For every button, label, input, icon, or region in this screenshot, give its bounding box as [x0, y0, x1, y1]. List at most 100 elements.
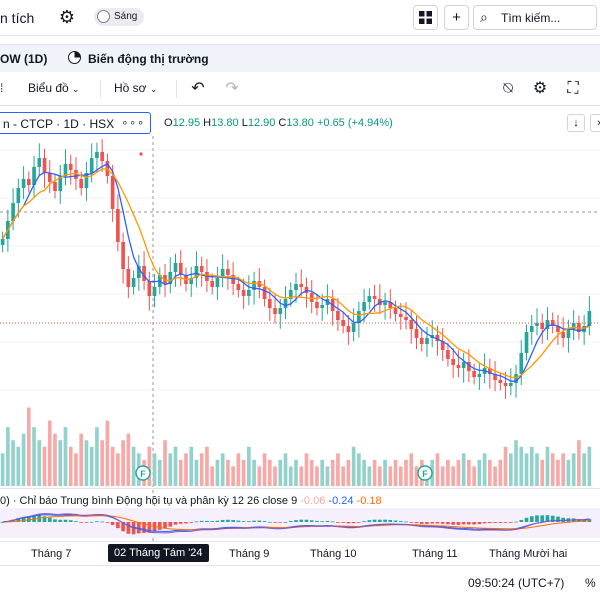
candle-body — [220, 269, 225, 278]
redo-icon[interactable]: ↷ — [225, 80, 239, 97]
layout-grid-button[interactable] — [413, 5, 438, 30]
volume-bar — [299, 466, 304, 486]
profile-dropdown[interactable]: Hồ sơ ⌄ — [114, 81, 157, 95]
volume-bar — [346, 459, 351, 486]
chevron-down-icon: ⌄ — [72, 84, 80, 94]
volume-bar — [163, 440, 167, 486]
macd-bar — [577, 519, 581, 522]
macd-legend[interactable]: 0) · Chỉ báo Trung bình Động hội tụ và p… — [0, 495, 382, 507]
candle-body — [477, 374, 482, 377]
fullscreen-icon[interactable]: ⛶ — [567, 80, 579, 97]
candle-body — [0, 239, 5, 245]
profile-label: Hồ sơ — [114, 81, 147, 95]
open-value: 12.95 — [172, 117, 201, 129]
macd-bar — [498, 522, 503, 523]
macd-bar — [398, 521, 403, 522]
tab-chart[interactable]: OW (1D) — [0, 52, 48, 66]
candle-body — [126, 269, 131, 287]
macd-bar — [194, 521, 199, 523]
volume-bar — [210, 466, 215, 486]
tab-market-movement[interactable]: Biến động thị trường — [88, 52, 209, 66]
price-chart[interactable]: F F — [0, 106, 600, 541]
candle-body — [550, 320, 555, 326]
macd-bar — [461, 522, 466, 525]
candle-body — [315, 302, 319, 308]
candles — [0, 139, 592, 399]
toolbar-edge-icon: ⁞ — [0, 81, 4, 95]
macd-bar — [346, 522, 351, 524]
macd-bar — [362, 521, 366, 522]
macd-bar — [163, 522, 167, 529]
volume-bar — [388, 466, 393, 486]
volume-bar — [571, 453, 576, 486]
volume-bar — [74, 453, 78, 486]
volume-bar — [383, 459, 387, 486]
macd-bar — [142, 522, 146, 533]
arrow-down-icon: ↓ — [573, 117, 579, 129]
macd-bar — [304, 519, 309, 522]
undo-icon[interactable]: ↶ — [191, 80, 205, 97]
candle-body — [299, 284, 304, 287]
theme-toggle[interactable]: Sáng — [94, 8, 145, 26]
chevron-right-icon: › — [597, 117, 600, 129]
volume-bar — [482, 453, 487, 486]
volume-bar — [498, 459, 503, 486]
time-axis[interactable]: Tháng 7 02 Tháng Tám '24 Tháng 9 Tháng 1… — [0, 541, 600, 565]
toolbar-divider — [176, 80, 177, 98]
macd-bar — [236, 520, 241, 522]
candle-body — [414, 329, 419, 338]
candle-body — [278, 308, 283, 314]
candle-body — [451, 359, 456, 365]
scroll-down-button[interactable]: ↓ — [567, 114, 585, 132]
volume-bar — [236, 453, 241, 486]
candle-body — [514, 374, 518, 383]
candle-body — [556, 326, 560, 332]
chevron-button[interactable]: › — [590, 114, 600, 132]
volume-bar — [37, 440, 42, 486]
symbol-selector[interactable]: n - CTCP · 1D · HSX ∘∘∘ — [0, 112, 151, 134]
volume-bar — [461, 453, 466, 486]
search-box[interactable]: ⌕ Tìm kiếm... — [473, 5, 597, 30]
macd-bar — [58, 519, 63, 522]
macd-value-1: -0.06 — [300, 495, 326, 507]
macd-bar — [247, 521, 251, 522]
volume-bar — [32, 427, 36, 486]
macd-bar — [53, 519, 57, 522]
quick-search-icon[interactable]: ⍉ — [503, 80, 513, 97]
volume-bar — [84, 440, 89, 486]
more-dots-icon[interactable]: ∘∘∘ — [121, 117, 145, 129]
macd-bar — [493, 522, 497, 523]
candle-body — [168, 272, 173, 284]
volume-bar — [199, 453, 204, 486]
volume-bar — [47, 420, 52, 486]
candle-body — [571, 323, 576, 329]
pane-divider — [0, 488, 600, 489]
macd-bar — [168, 522, 173, 527]
macd-bar — [472, 522, 476, 525]
candle-body — [446, 350, 450, 359]
macd-bar — [320, 521, 325, 522]
candle-body — [199, 266, 204, 272]
macd-bar — [503, 522, 508, 523]
candle-body — [535, 323, 539, 326]
volume-bar — [582, 453, 586, 486]
candle-body — [147, 281, 152, 296]
candle-body — [519, 353, 524, 374]
candle-body — [89, 158, 94, 173]
chart-type-label: Biểu đồ — [28, 81, 69, 95]
settings-icon[interactable]: ⚙ — [532, 80, 548, 97]
volume-bar — [393, 459, 398, 486]
percent-toggle[interactable]: % — [585, 576, 596, 590]
volume-bar — [257, 466, 262, 486]
candle-body — [440, 341, 445, 350]
volume-bar — [519, 446, 524, 486]
gear-icon[interactable]: ⚙ — [58, 7, 76, 27]
candle-body — [472, 371, 476, 377]
candle-body — [231, 275, 235, 284]
candle-body — [461, 362, 466, 368]
chart-type-dropdown[interactable]: Biểu đồ ⌄ — [28, 81, 80, 95]
add-chart-button[interactable]: + — [444, 5, 469, 30]
volume-bar — [262, 453, 267, 486]
volume-bar — [304, 453, 309, 486]
macd-bar — [89, 521, 94, 523]
